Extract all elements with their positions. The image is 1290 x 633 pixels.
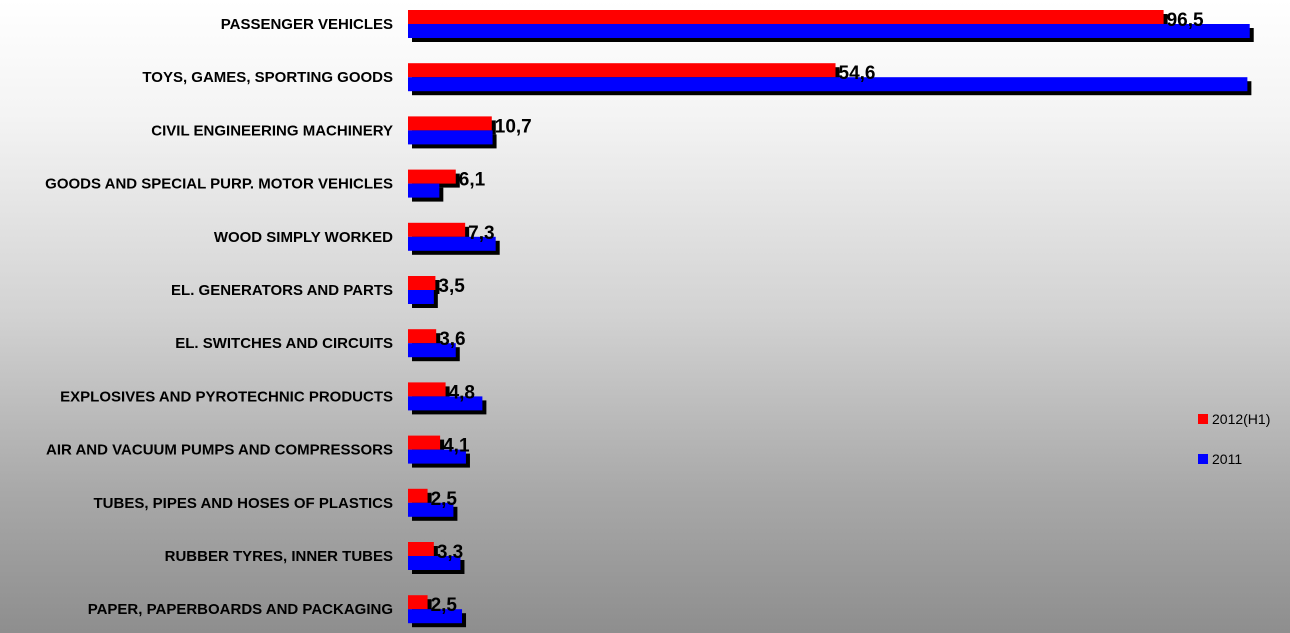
- category-label: EXPLOSIVES AND PYROTECHNIC PRODUCTS: [60, 388, 393, 405]
- category-label: EL. SWITCHES AND CIRCUITS: [175, 335, 393, 352]
- legend: 2012(H1) 2011: [1198, 411, 1270, 467]
- value-label: 4,8: [449, 382, 475, 403]
- bar-2011: [408, 396, 483, 411]
- bar-2011: [408, 502, 454, 517]
- bar-2012: [408, 116, 492, 131]
- bar-2012: [408, 63, 836, 78]
- bar-2012: [408, 595, 428, 610]
- value-label: 96,5: [1167, 10, 1204, 31]
- bar-2012: [408, 169, 456, 184]
- value-label: 2,5: [431, 489, 458, 510]
- value-label: 4,1: [443, 436, 470, 457]
- bar-2012: [408, 276, 436, 290]
- category-label: PASSENGER VEHICLES: [221, 16, 393, 33]
- value-label: 54,6: [839, 63, 876, 84]
- value-label: 7,3: [468, 223, 494, 244]
- category-label: AIR AND VACUUM PUMPS AND COMPRESSORS: [46, 442, 393, 459]
- category-label: PAPER, PAPERBOARDS AND PACKAGING: [88, 601, 393, 618]
- bar-2012: [408, 329, 437, 344]
- bar-2011: [408, 24, 1250, 38]
- category-label: GOODS AND SPECIAL PURP. MOTOR VEHICLES: [45, 176, 393, 193]
- bar-2011: [408, 236, 496, 251]
- category-label: EL. GENERATORS AND PARTS: [171, 282, 393, 299]
- value-label: 10,7: [495, 116, 532, 137]
- legend-swatch-2012: [1198, 414, 1208, 424]
- legend-label-2012: 2012(H1): [1212, 411, 1270, 427]
- legend-label-2011: 2011: [1212, 451, 1242, 467]
- bar-2011: [408, 290, 434, 304]
- bar-2011: [408, 77, 1248, 92]
- bar-2012: [408, 488, 428, 503]
- bar-2012: [408, 435, 441, 450]
- bar-2011: [408, 130, 493, 145]
- bar-2011: [408, 343, 456, 358]
- legend-swatch-2011: [1198, 454, 1208, 464]
- bar-2011: [408, 449, 466, 464]
- bar-2012: [408, 10, 1164, 24]
- bar-2012: [408, 222, 466, 237]
- bar-2011: [408, 556, 461, 570]
- value-label: 6,1: [459, 170, 486, 191]
- category-label: TUBES, PIPES AND HOSES OF PLASTICS: [94, 495, 394, 512]
- value-label: 2,5: [431, 595, 458, 616]
- category-label: CIVIL ENGINEERING MACHINERY: [151, 122, 393, 139]
- category-label: WOOD SIMPLY WORKED: [214, 229, 393, 246]
- value-label: 3,3: [437, 542, 463, 563]
- value-label: 3,5: [438, 276, 465, 297]
- bars-layer: [408, 10, 1254, 628]
- category-label: RUBBER TYRES, INNER TUBES: [165, 548, 393, 565]
- value-label: 3,6: [439, 329, 465, 350]
- category-labels: PASSENGER VEHICLES TOYS, GAMES, SPORTING …: [45, 16, 393, 618]
- category-label: TOYS, GAMES, SPORTING GOODS: [142, 69, 393, 86]
- value-labels: 96,5 54,6 10,7 6,1 7,3 3,5 3,6 4,8 4,1 2,5 3,3 2,5: [431, 10, 1204, 616]
- bar-2012: [408, 382, 446, 397]
- bar-2011: [408, 609, 463, 624]
- bar-2012: [408, 542, 434, 556]
- bar-2011: [408, 183, 440, 198]
